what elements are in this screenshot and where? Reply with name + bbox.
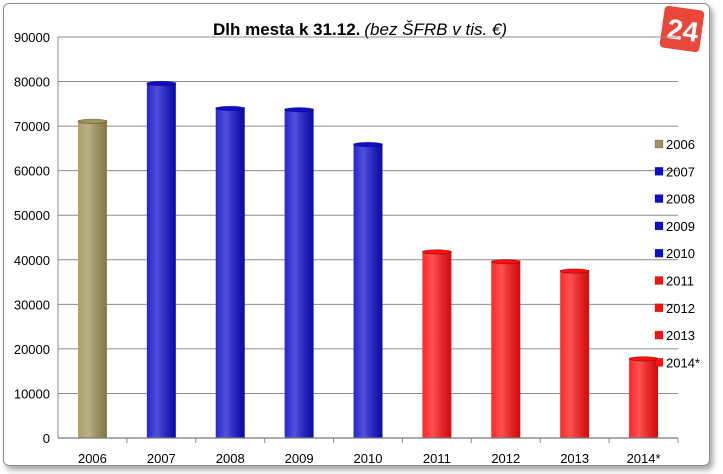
x-tick-label: 2006 xyxy=(78,451,107,466)
legend-item-2014*: 2014* xyxy=(654,355,700,370)
x-tick-label: 2007 xyxy=(147,451,176,466)
legend-item-2007: 2007 xyxy=(654,164,695,179)
legend-item-2006: 2006 xyxy=(654,137,695,152)
logo-text: 24 xyxy=(665,13,701,48)
legend: 2006 2007 2008 2009 2010 2011 2012 2013 2014* xyxy=(654,137,700,370)
y-tick-label: 70000 xyxy=(14,119,50,134)
bar-top xyxy=(77,118,108,124)
bar-top xyxy=(422,249,452,255)
legend-label: 2012 xyxy=(666,301,695,316)
bar-shading xyxy=(491,260,521,438)
x-tick-label: 2010 xyxy=(354,451,383,466)
bar-shading xyxy=(215,107,245,439)
bar-top xyxy=(628,356,659,362)
bar-2012 xyxy=(490,259,521,438)
y-tick-label: 60000 xyxy=(14,164,50,179)
x-tick-label: 2013 xyxy=(560,451,589,466)
legend-label: 2014* xyxy=(666,355,700,370)
logo-background xyxy=(660,6,705,53)
axes: 0 10000 20000 30000 40000 50000 60000 70000 8000… xyxy=(14,30,679,466)
legend-label: 2007 xyxy=(666,164,695,179)
bar-top xyxy=(284,107,314,113)
y-tick-label: 50000 xyxy=(14,208,50,223)
news-logo: 24 xyxy=(660,6,706,54)
y-tick-label: 30000 xyxy=(14,297,50,312)
bar-2010 xyxy=(353,141,383,438)
legend-swatch xyxy=(654,221,664,231)
legend-swatch xyxy=(654,194,664,203)
logo-graphic: 24 xyxy=(660,6,705,53)
legend-label: 2013 xyxy=(666,328,695,343)
bar-2009 xyxy=(284,107,314,439)
legend-item-2013: 2013 xyxy=(654,328,695,343)
bar-top xyxy=(146,80,177,87)
legend-swatch xyxy=(654,303,664,313)
bar-shading xyxy=(77,120,107,439)
bar-2007 xyxy=(146,80,177,439)
legend-label: 2006 xyxy=(666,137,695,152)
legend-item-2010: 2010 xyxy=(654,246,695,261)
y-tick-label: 10000 xyxy=(14,386,50,401)
chart-title: Dlh mesta k 31.12. (bez ŠFRB v tis. €) xyxy=(140,20,580,40)
legend-label: 2009 xyxy=(666,219,695,234)
bar-2014* xyxy=(628,356,659,438)
x-tick-label: 2011 xyxy=(423,451,451,466)
chart-title-subtitle: (bez ŠFRB v tis. €) xyxy=(364,20,508,39)
legend-swatch xyxy=(654,167,664,176)
bar-shading xyxy=(146,82,176,439)
y-tick-label: 80000 xyxy=(14,75,50,90)
x-tick-label: 2009 xyxy=(285,451,314,466)
x-tick-label: 2014* xyxy=(627,451,661,466)
bar-top xyxy=(490,259,521,265)
bar-shading xyxy=(422,250,452,438)
bar-shading xyxy=(353,143,383,438)
bar-2013 xyxy=(559,268,590,438)
chart-title-main: Dlh mesta k 31.12. xyxy=(212,20,361,39)
legend-swatch xyxy=(654,276,664,285)
bar-top xyxy=(215,105,246,111)
bar-top xyxy=(559,268,590,274)
legend-label: 2011 xyxy=(666,274,694,289)
bar-2011 xyxy=(422,249,452,438)
bar-shading xyxy=(284,108,314,439)
legend-item-2011: 2011 xyxy=(654,274,694,289)
bar-2006 xyxy=(77,118,108,439)
legend-swatch xyxy=(654,330,664,340)
legend-swatch xyxy=(654,139,664,149)
y-tick-label: 90000 xyxy=(14,30,50,45)
y-tick-label: 20000 xyxy=(14,342,50,357)
legend-item-2008: 2008 xyxy=(654,192,695,207)
bar-2008 xyxy=(215,105,246,439)
y-tick-label: 0 xyxy=(43,431,50,446)
bar-shading xyxy=(560,270,590,438)
legend-swatch xyxy=(654,358,664,367)
y-tick-label: 40000 xyxy=(14,253,50,268)
x-tick-label: 2012 xyxy=(491,451,520,466)
bar-shading xyxy=(629,357,659,438)
legend-item-2012: 2012 xyxy=(654,301,695,316)
bar-top xyxy=(353,141,383,148)
x-tick-label: 2008 xyxy=(216,451,245,466)
bars xyxy=(77,80,659,439)
legend-item-2009: 2009 xyxy=(654,219,695,234)
legend-label: 2010 xyxy=(666,246,695,261)
legend-label: 2008 xyxy=(666,192,695,207)
legend-swatch xyxy=(654,248,664,258)
